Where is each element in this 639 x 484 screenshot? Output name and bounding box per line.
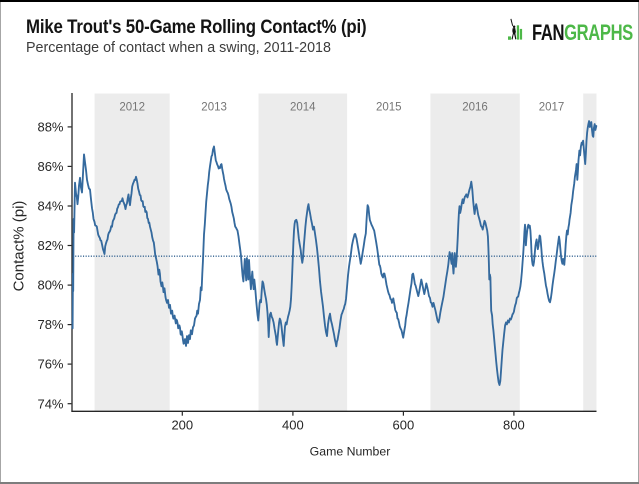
svg-text:2016: 2016 xyxy=(462,102,488,114)
svg-text:2015: 2015 xyxy=(376,102,402,114)
svg-text:400: 400 xyxy=(282,417,304,432)
svg-text:74%: 74% xyxy=(37,396,63,411)
svg-text:2014: 2014 xyxy=(290,102,316,114)
svg-text:76%: 76% xyxy=(37,357,63,372)
svg-text:800: 800 xyxy=(503,417,525,432)
svg-text:Game Number: Game Number xyxy=(310,444,391,458)
svg-text:2017: 2017 xyxy=(539,102,565,114)
svg-text:200: 200 xyxy=(171,417,193,432)
svg-text:84%: 84% xyxy=(37,199,63,214)
svg-text:2013: 2013 xyxy=(201,102,227,114)
svg-text:600: 600 xyxy=(393,417,415,432)
svg-text:Contact% (pi): Contact% (pi) xyxy=(11,201,28,292)
svg-text:2012: 2012 xyxy=(119,102,145,114)
svg-text:78%: 78% xyxy=(37,317,63,332)
svg-text:88%: 88% xyxy=(37,120,63,135)
svg-text:86%: 86% xyxy=(37,159,63,174)
svg-text:80%: 80% xyxy=(37,278,63,293)
svg-text:82%: 82% xyxy=(37,238,63,253)
